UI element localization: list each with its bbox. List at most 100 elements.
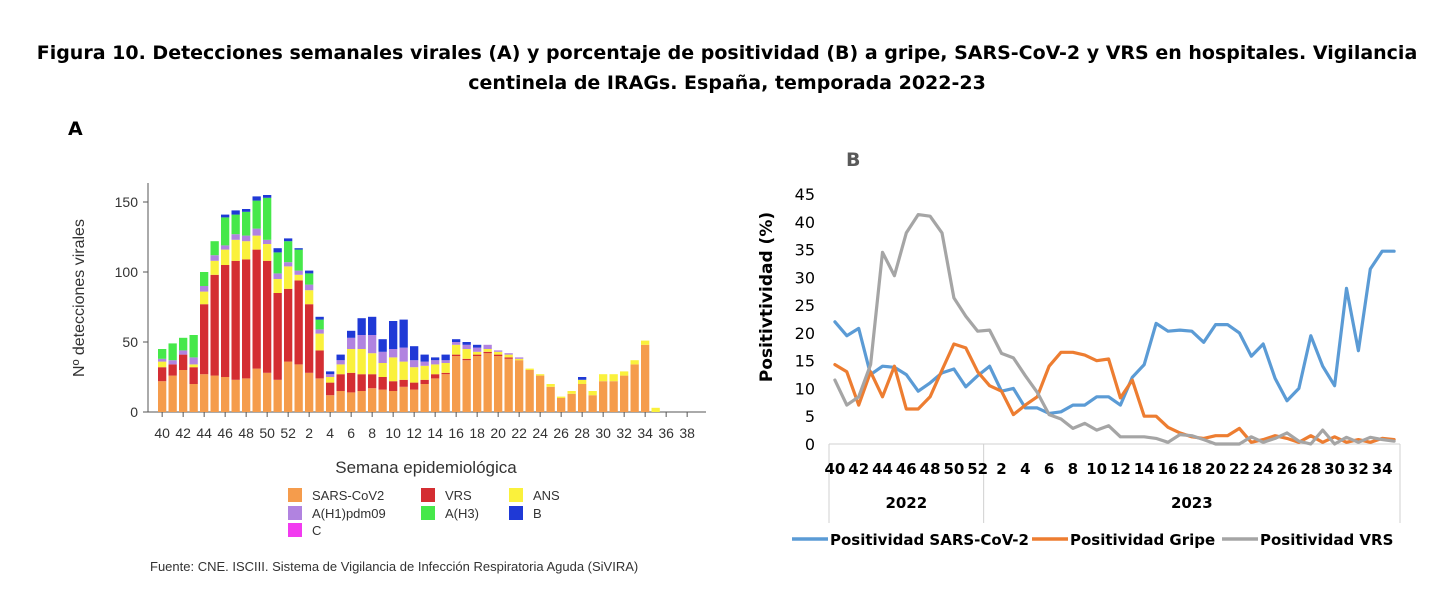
bar-vrs-wk49 <box>252 249 261 369</box>
bar-sars-cov2-wk19 <box>483 353 492 412</box>
bar-b-wk14 <box>431 357 440 361</box>
bar-sars-cov2-wk45 <box>210 375 219 412</box>
bar-sars-cov2-wk24 <box>536 375 545 412</box>
bar-ans-wk11 <box>399 361 408 380</box>
chart-b-x-tick-label: 40 <box>825 460 846 478</box>
chart-b-x-tick-label: 6 <box>1044 460 1054 478</box>
bar-ans-wk28 <box>578 379 587 384</box>
bar-ans-wk10 <box>389 357 398 382</box>
chart-b-x-tick-label: 18 <box>1181 460 1202 478</box>
bar-ans-wk51 <box>273 279 282 293</box>
bar-ans-wk26 <box>557 396 566 398</box>
bar-a-h3--wk52 <box>284 241 293 263</box>
bar-ans-wk21 <box>504 354 513 358</box>
bar-b-wk10 <box>389 321 398 349</box>
figure-title-line2: centinela de IRAGs. España, temporada 20… <box>468 72 986 94</box>
bar-sars-cov2-wk20 <box>494 356 503 412</box>
legend-swatch-ans <box>509 488 523 502</box>
bar-a-h3--wk3 <box>315 319 324 330</box>
legend-swatch-sars-cov2 <box>288 488 302 502</box>
bar-a-h1-pdm09-wk5 <box>336 360 345 365</box>
chart-b-y-tick-label: 25 <box>795 296 815 315</box>
chart-a-x-tick-label: 26 <box>553 425 569 441</box>
bar-ans-wk40 <box>158 361 167 368</box>
chart-b-x-tick-label: 16 <box>1158 460 1179 478</box>
bar-sars-cov2-wk40 <box>158 381 167 412</box>
bar-sars-cov2-wk27 <box>567 393 576 412</box>
chart-a-x-tick-label: 10 <box>385 425 401 441</box>
legend-label-ans: ANS <box>533 488 560 503</box>
bar-a-h1-pdm09-wk14 <box>431 360 440 365</box>
bar-ans-wk43 <box>189 364 198 368</box>
chart-b-y-tick-label: 15 <box>795 352 815 371</box>
bar-sars-cov2-wk7 <box>357 391 366 412</box>
bar-vrs-wk41 <box>168 364 177 376</box>
bar-sars-cov2-wk30 <box>599 381 608 412</box>
chart-b-x-tick-label: 48 <box>920 460 941 478</box>
bar-sars-cov2-wk32 <box>620 375 629 412</box>
chart-b-x-tick-label: 8 <box>1068 460 1078 478</box>
panel-b-label: B <box>846 149 861 171</box>
bar-sars-cov2-wk33 <box>630 364 639 412</box>
bar-vrs-wk6 <box>347 372 356 393</box>
bar-vrs-wk40 <box>158 367 167 382</box>
bar-ans-wk35 <box>651 407 660 412</box>
bar-ans-wk32 <box>620 371 629 376</box>
chart-b-y-tick-label: 45 <box>795 185 815 204</box>
bar-ans-wk17 <box>462 349 471 359</box>
chart-b-x-tick-label: 12 <box>1110 460 1131 478</box>
bar-ans-wk22 <box>515 358 524 361</box>
bar-a-h1-pdm09-wk52 <box>284 262 293 267</box>
bar-ans-wk3 <box>315 333 324 351</box>
chart-b-y-tick-label: 40 <box>795 213 815 232</box>
chart-a-x-tick-label: 4 <box>326 425 334 441</box>
bar-sars-cov2-wk41 <box>168 375 177 412</box>
bar-sars-cov2-wk8 <box>368 388 377 412</box>
chart-a-x-tick-label: 18 <box>469 425 485 441</box>
legend-label-positividad-vrs: Positividad VRS <box>1260 531 1393 549</box>
chart-b-x-tick-label: 32 <box>1348 460 1369 478</box>
chart-a-x-tick-label: 14 <box>427 425 443 441</box>
bar-b-wk49 <box>252 196 261 201</box>
bar-vrs-wk7 <box>357 374 366 391</box>
bar-a-h3--wk44 <box>200 272 209 286</box>
bar-a-h3--wk1 <box>294 249 303 271</box>
bar-b-wk2 <box>305 270 314 274</box>
bar-a-h1-pdm09-wk4 <box>326 374 335 377</box>
bar-ans-wk1 <box>294 274 303 281</box>
legend-swatch-b <box>509 506 523 520</box>
bar-a-h1-pdm09-wk48 <box>242 235 251 242</box>
chart-a-x-tick-label: 32 <box>616 425 632 441</box>
bar-a-h1-pdm09-wk19 <box>483 344 492 349</box>
legend-swatch-c <box>288 523 302 537</box>
bar-b-wk51 <box>273 248 282 253</box>
bar-b-wk7 <box>357 318 366 335</box>
bar-b-wk5 <box>336 354 345 361</box>
source-note: Fuente: CNE. ISCIII. Sistema de Vigilanc… <box>150 559 639 574</box>
chart-a-x-tick-label: 36 <box>658 425 674 441</box>
bar-sars-cov2-wk46 <box>221 377 230 412</box>
bar-b-wk3 <box>315 316 324 320</box>
bar-a-h1-pdm09-wk22 <box>515 357 524 359</box>
bar-a-h1-pdm09-wk50 <box>263 239 272 244</box>
bar-vrs-wk52 <box>284 288 293 362</box>
bar-a-h1-pdm09-wk17 <box>462 344 471 349</box>
legend-label-a-h3-: A(H3) <box>445 506 479 521</box>
bar-a-h1-pdm09-wk44 <box>200 286 209 292</box>
bar-vrs-wk20 <box>494 354 503 356</box>
bar-sars-cov2-wk51 <box>273 379 282 412</box>
line-positividad-vrs <box>833 213 1396 446</box>
bar-sars-cov2-wk22 <box>515 360 524 412</box>
bar-vrs-wk51 <box>273 293 282 380</box>
bar-sars-cov2-wk11 <box>399 386 408 412</box>
chart-b-year-label-2022: 2022 <box>885 494 927 512</box>
bar-a-h1-pdm09-wk6 <box>347 337 356 349</box>
bar-b-wk17 <box>462 342 471 345</box>
bar-vrs-wk19 <box>483 351 492 354</box>
bar-ans-wk13 <box>420 365 429 380</box>
chart-a-x-tick-label: 28 <box>574 425 590 441</box>
bar-vrs-wk8 <box>368 374 377 389</box>
bar-a-h1-pdm09-wk42 <box>179 350 188 355</box>
bar-ans-wk30 <box>599 374 608 382</box>
